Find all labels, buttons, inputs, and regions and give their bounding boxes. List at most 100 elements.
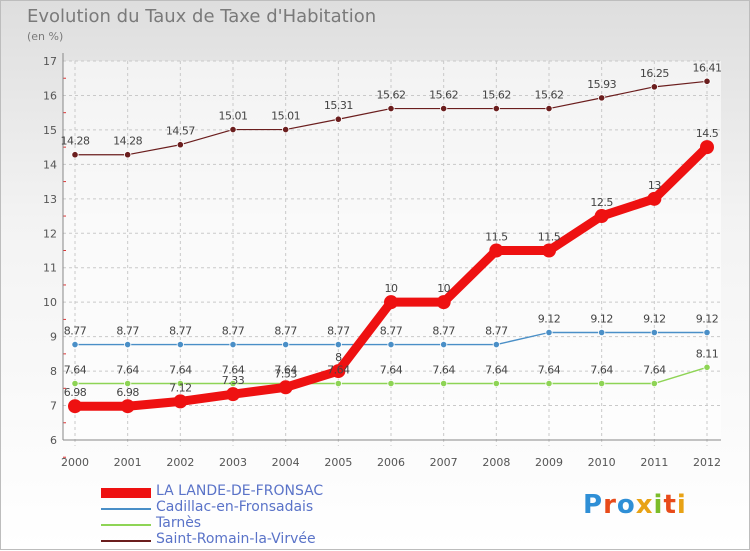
- data-point: [124, 340, 132, 349]
- logo-letter: t: [663, 490, 677, 520]
- data-point: [440, 104, 448, 113]
- data-point: [176, 340, 184, 349]
- data-point: [229, 125, 237, 134]
- data-label: 7.64: [380, 363, 403, 376]
- x-tick-label: 2010: [588, 456, 616, 469]
- data-label: 15.31: [324, 99, 353, 112]
- x-tick-label: 2008: [482, 456, 510, 469]
- data-label: 15.62: [482, 89, 511, 102]
- data-point: [176, 141, 184, 149]
- data-point: [436, 295, 451, 310]
- data-label: 8.77: [274, 325, 297, 338]
- data-label: 16.25: [640, 67, 669, 80]
- y-tick-label: 8: [50, 365, 57, 378]
- x-tick-label: 2009: [535, 456, 563, 469]
- data-point: [278, 380, 293, 395]
- data-label: 8.77: [327, 325, 350, 338]
- data-point: [331, 364, 346, 379]
- y-tick-label: 9: [50, 331, 57, 344]
- data-label: 15.62: [377, 89, 406, 102]
- data-label: 7.33: [222, 374, 245, 387]
- data-point: [334, 340, 342, 349]
- x-tick-label: 2011: [640, 456, 668, 469]
- y-tick-label: 17: [43, 55, 57, 68]
- y-tick-label: 11: [43, 262, 57, 275]
- data-point: [489, 243, 504, 258]
- legend-swatch: [101, 508, 151, 510]
- y-tick-label: 15: [43, 124, 57, 137]
- data-label: 7.64: [116, 363, 139, 376]
- data-point: [545, 104, 553, 113]
- data-label: 10: [385, 282, 398, 295]
- x-tick-label: 2000: [61, 456, 89, 469]
- data-point: [647, 191, 662, 206]
- y-tick-label: 12: [43, 227, 57, 240]
- x-tick-label: 2012: [693, 456, 721, 469]
- data-label: 8.77: [169, 325, 192, 338]
- logo-letter: o: [616, 490, 636, 520]
- data-point: [229, 379, 237, 388]
- x-tick-label: 2007: [430, 456, 458, 469]
- data-label: 9.12: [643, 313, 666, 326]
- x-tick-label: 2004: [272, 456, 300, 469]
- logo-letter: P: [583, 490, 604, 520]
- data-label: 13: [648, 179, 661, 192]
- data-point: [282, 125, 290, 134]
- data-label: 8: [335, 351, 342, 364]
- data-point: [598, 94, 606, 102]
- data-point: [440, 379, 448, 388]
- data-point: [334, 115, 342, 123]
- y-tick-label: 14: [43, 158, 57, 171]
- data-label: 16.41: [693, 61, 722, 74]
- data-point: [703, 77, 711, 85]
- data-label: 8.77: [64, 325, 87, 338]
- legend-label: LA LANDE-DE-FRONSAC: [156, 483, 324, 499]
- data-label: 7.12: [169, 381, 192, 394]
- data-point: [387, 379, 395, 388]
- proxiti-logo: Proxiti: [583, 490, 687, 520]
- data-point: [650, 328, 658, 337]
- data-label: 7.64: [485, 363, 508, 376]
- data-point: [124, 379, 132, 388]
- y-tick-label: 16: [43, 89, 57, 102]
- data-label: 11.5: [485, 231, 508, 244]
- logo-letter: r: [603, 490, 617, 520]
- data-label: 15.62: [429, 89, 458, 102]
- data-point: [492, 340, 500, 349]
- data-point: [229, 340, 237, 349]
- data-point: [71, 340, 79, 349]
- data-label: 15.01: [271, 110, 300, 123]
- logo-letter: i: [676, 490, 687, 520]
- x-tick-label: 2006: [377, 456, 405, 469]
- data-label: 8.77: [116, 325, 139, 338]
- data-label: 8.77: [485, 325, 508, 338]
- data-point: [384, 295, 398, 310]
- y-tick-label: 10: [43, 296, 57, 309]
- data-point: [124, 151, 132, 159]
- data-label: 7.64: [327, 363, 350, 376]
- data-label: 6.98: [116, 386, 139, 399]
- data-point: [387, 104, 395, 113]
- data-point: [703, 328, 711, 337]
- x-tick-label: 2001: [114, 456, 142, 469]
- data-label: 9.12: [538, 313, 561, 326]
- x-tick-label: 2005: [324, 456, 352, 469]
- data-point: [120, 399, 135, 414]
- data-label: 15.62: [535, 89, 564, 102]
- data-label: 9.12: [590, 313, 613, 326]
- data-point: [71, 379, 79, 388]
- data-point: [545, 328, 553, 337]
- data-label: 12.5: [590, 196, 613, 209]
- data-point: [598, 379, 606, 388]
- plot-area: [63, 61, 721, 440]
- data-label: 14.28: [113, 135, 142, 148]
- data-label: 7.64: [590, 363, 613, 376]
- data-label: 14.5: [696, 127, 719, 140]
- data-label: 15.93: [587, 78, 616, 91]
- data-point: [387, 340, 395, 349]
- data-point: [173, 394, 188, 409]
- data-label: 7.64: [432, 363, 455, 376]
- x-tick-label: 2003: [219, 456, 247, 469]
